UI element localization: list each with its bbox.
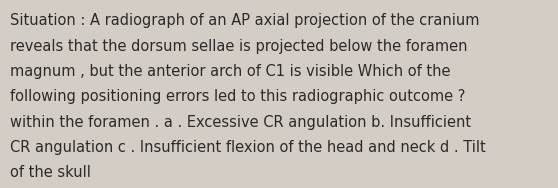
Text: within the foramen . a . Excessive CR angulation b. Insufficient: within the foramen . a . Excessive CR an… xyxy=(10,115,471,130)
Text: reveals that the dorsum sellae is projected below the foramen: reveals that the dorsum sellae is projec… xyxy=(10,39,468,54)
Text: Situation : A radiograph of an AP axial projection of the cranium: Situation : A radiograph of an AP axial … xyxy=(10,13,479,28)
Text: CR angulation c . Insufficient flexion of the head and neck d . Tilt: CR angulation c . Insufficient flexion o… xyxy=(10,140,486,155)
Text: of the skull: of the skull xyxy=(10,165,91,180)
Text: following positioning errors led to this radiographic outcome ?: following positioning errors led to this… xyxy=(10,89,465,104)
Text: magnum , but the anterior arch of C1 is visible Which of the: magnum , but the anterior arch of C1 is … xyxy=(10,64,450,79)
